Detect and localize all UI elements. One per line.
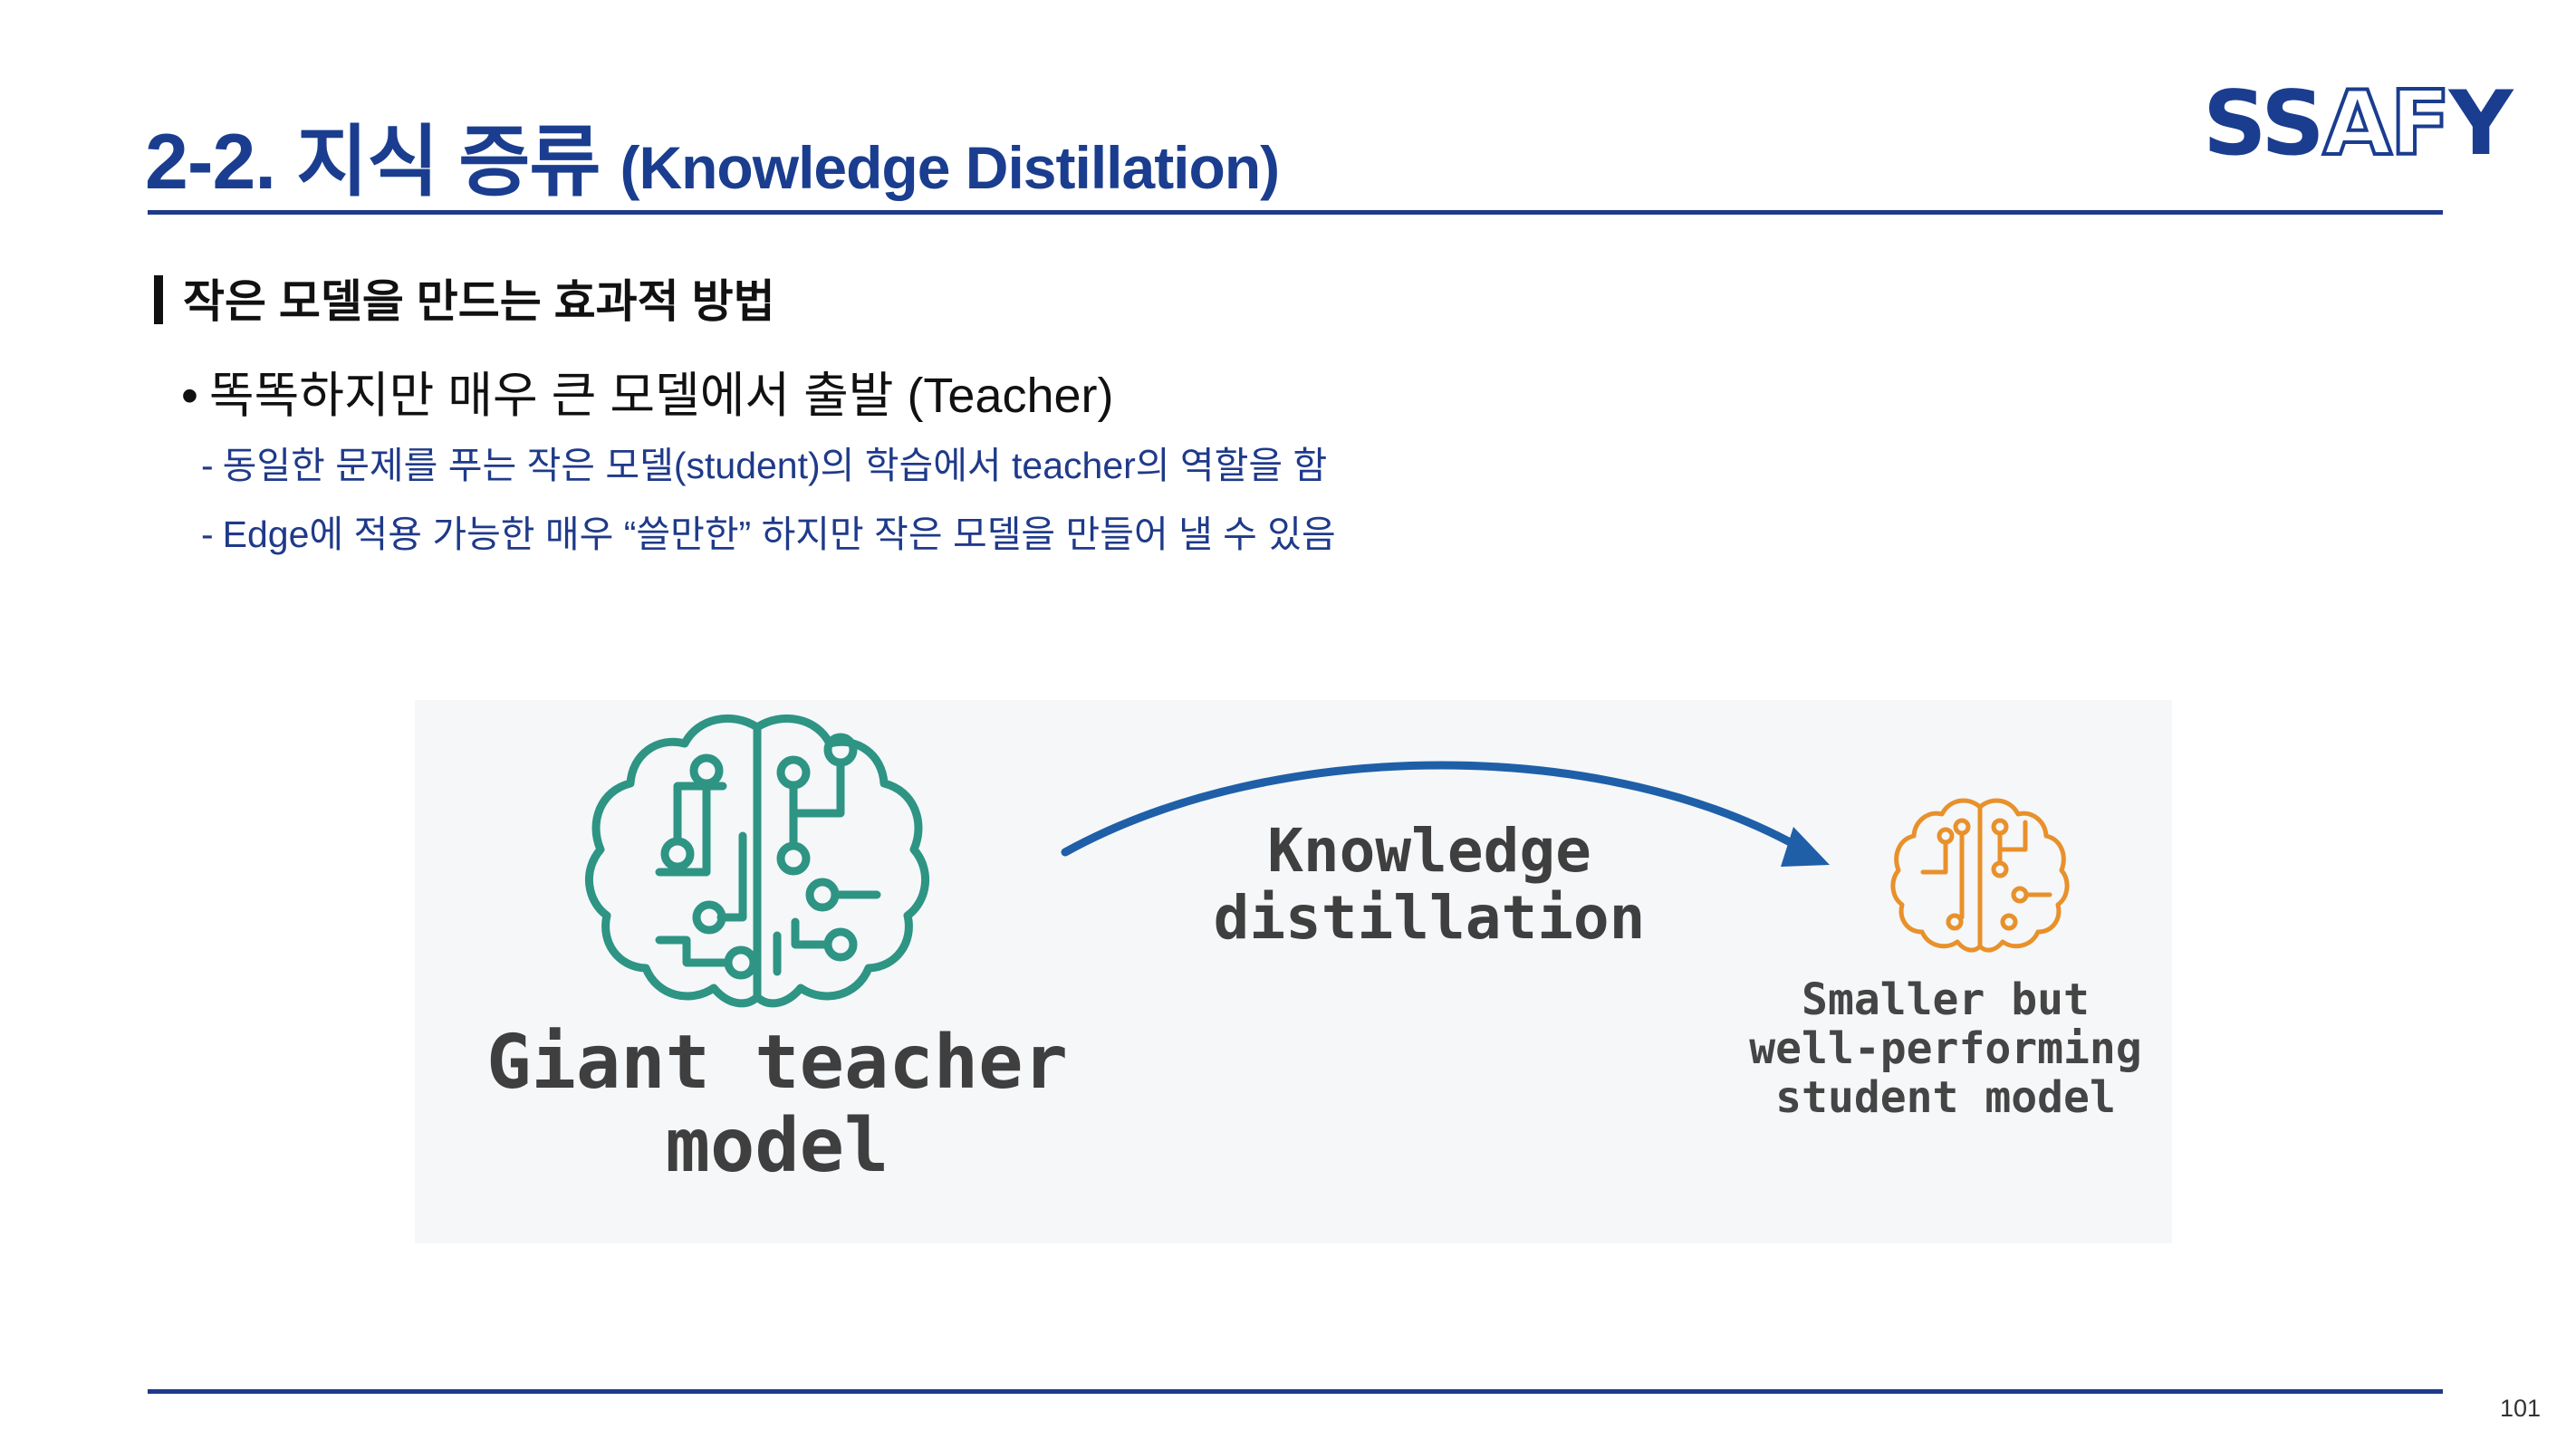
slide-title-sub: (Knowledge Distillation) <box>620 134 1280 201</box>
curved-arrow-icon <box>1061 761 1830 867</box>
figure-graphics <box>584 714 2070 1008</box>
teacher-label-line-2: model <box>665 1102 889 1189</box>
student-brain-icon <box>1890 798 2070 953</box>
bullet-text: 똑똑하지만 매우 큰 모델에서 출발 (Teacher) <box>208 369 1114 423</box>
distillation-figure: Giant teacher model Knowledge distillati… <box>415 700 2172 1243</box>
student-label-line-2: well-performing <box>1749 1022 2142 1074</box>
arrow-label-line-1: Knowledge <box>1267 816 1591 886</box>
dash-marker: - <box>201 513 214 555</box>
slide-title-main: 2-2. 지식 증류 <box>145 119 601 206</box>
sub-bullet-text-2: Edge에 적용 가능한 매우 “쓸만한” 하지만 작은 모델을 만들어 낼 수… <box>222 513 1336 555</box>
logo-part-ss: SS <box>2203 72 2325 176</box>
dash-marker: - <box>201 445 214 486</box>
section-heading: 작은 모델을 만드는 효과적 방법 <box>154 265 775 331</box>
ssafy-logo: SSAFY <box>2203 78 2514 170</box>
arrow-label: Knowledge distillation <box>1176 818 1683 952</box>
student-label: Smaller but well-performing student mode… <box>1692 974 2199 1123</box>
header-divider <box>148 210 2443 215</box>
sub-bullet-text-1: 동일한 문제를 푸는 작은 모델(student)의 학습에서 teacher의… <box>222 445 1328 486</box>
teacher-brain-icon <box>584 714 930 1008</box>
arrow-label-line-2: distillation <box>1213 882 1646 953</box>
teacher-label: Giant teacher model <box>415 1022 1139 1188</box>
sub-bullet-1: - 동일한 문제를 푸는 작은 모델(student)의 학습에서 teacher… <box>201 435 1327 489</box>
footer-divider <box>148 1389 2443 1394</box>
student-label-line-1: Smaller but <box>1802 974 2090 1025</box>
student-label-line-3: student model <box>1775 1071 2116 1123</box>
slide-title: 2-2. 지식 증류 (Knowledge Distillation) <box>145 98 1280 211</box>
heading-bar <box>154 275 163 324</box>
page-number: 101 <box>2500 1395 2542 1422</box>
logo-part-af: AF <box>2321 72 2453 176</box>
teacher-label-line-1: Giant teacher <box>486 1020 1068 1106</box>
logo-part-y: Y <box>2448 72 2514 176</box>
bullet-marker: • <box>181 369 198 423</box>
section-heading-text: 작은 모델을 만드는 효과적 방법 <box>183 276 775 327</box>
sub-bullet-2: - Edge에 적용 가능한 매우 “쓸만한” 하지만 작은 모델을 만들어 낼 … <box>201 504 1336 558</box>
bullet-item: • 똑똑하지만 매우 큰 모델에서 출발 (Teacher) <box>181 355 1114 427</box>
